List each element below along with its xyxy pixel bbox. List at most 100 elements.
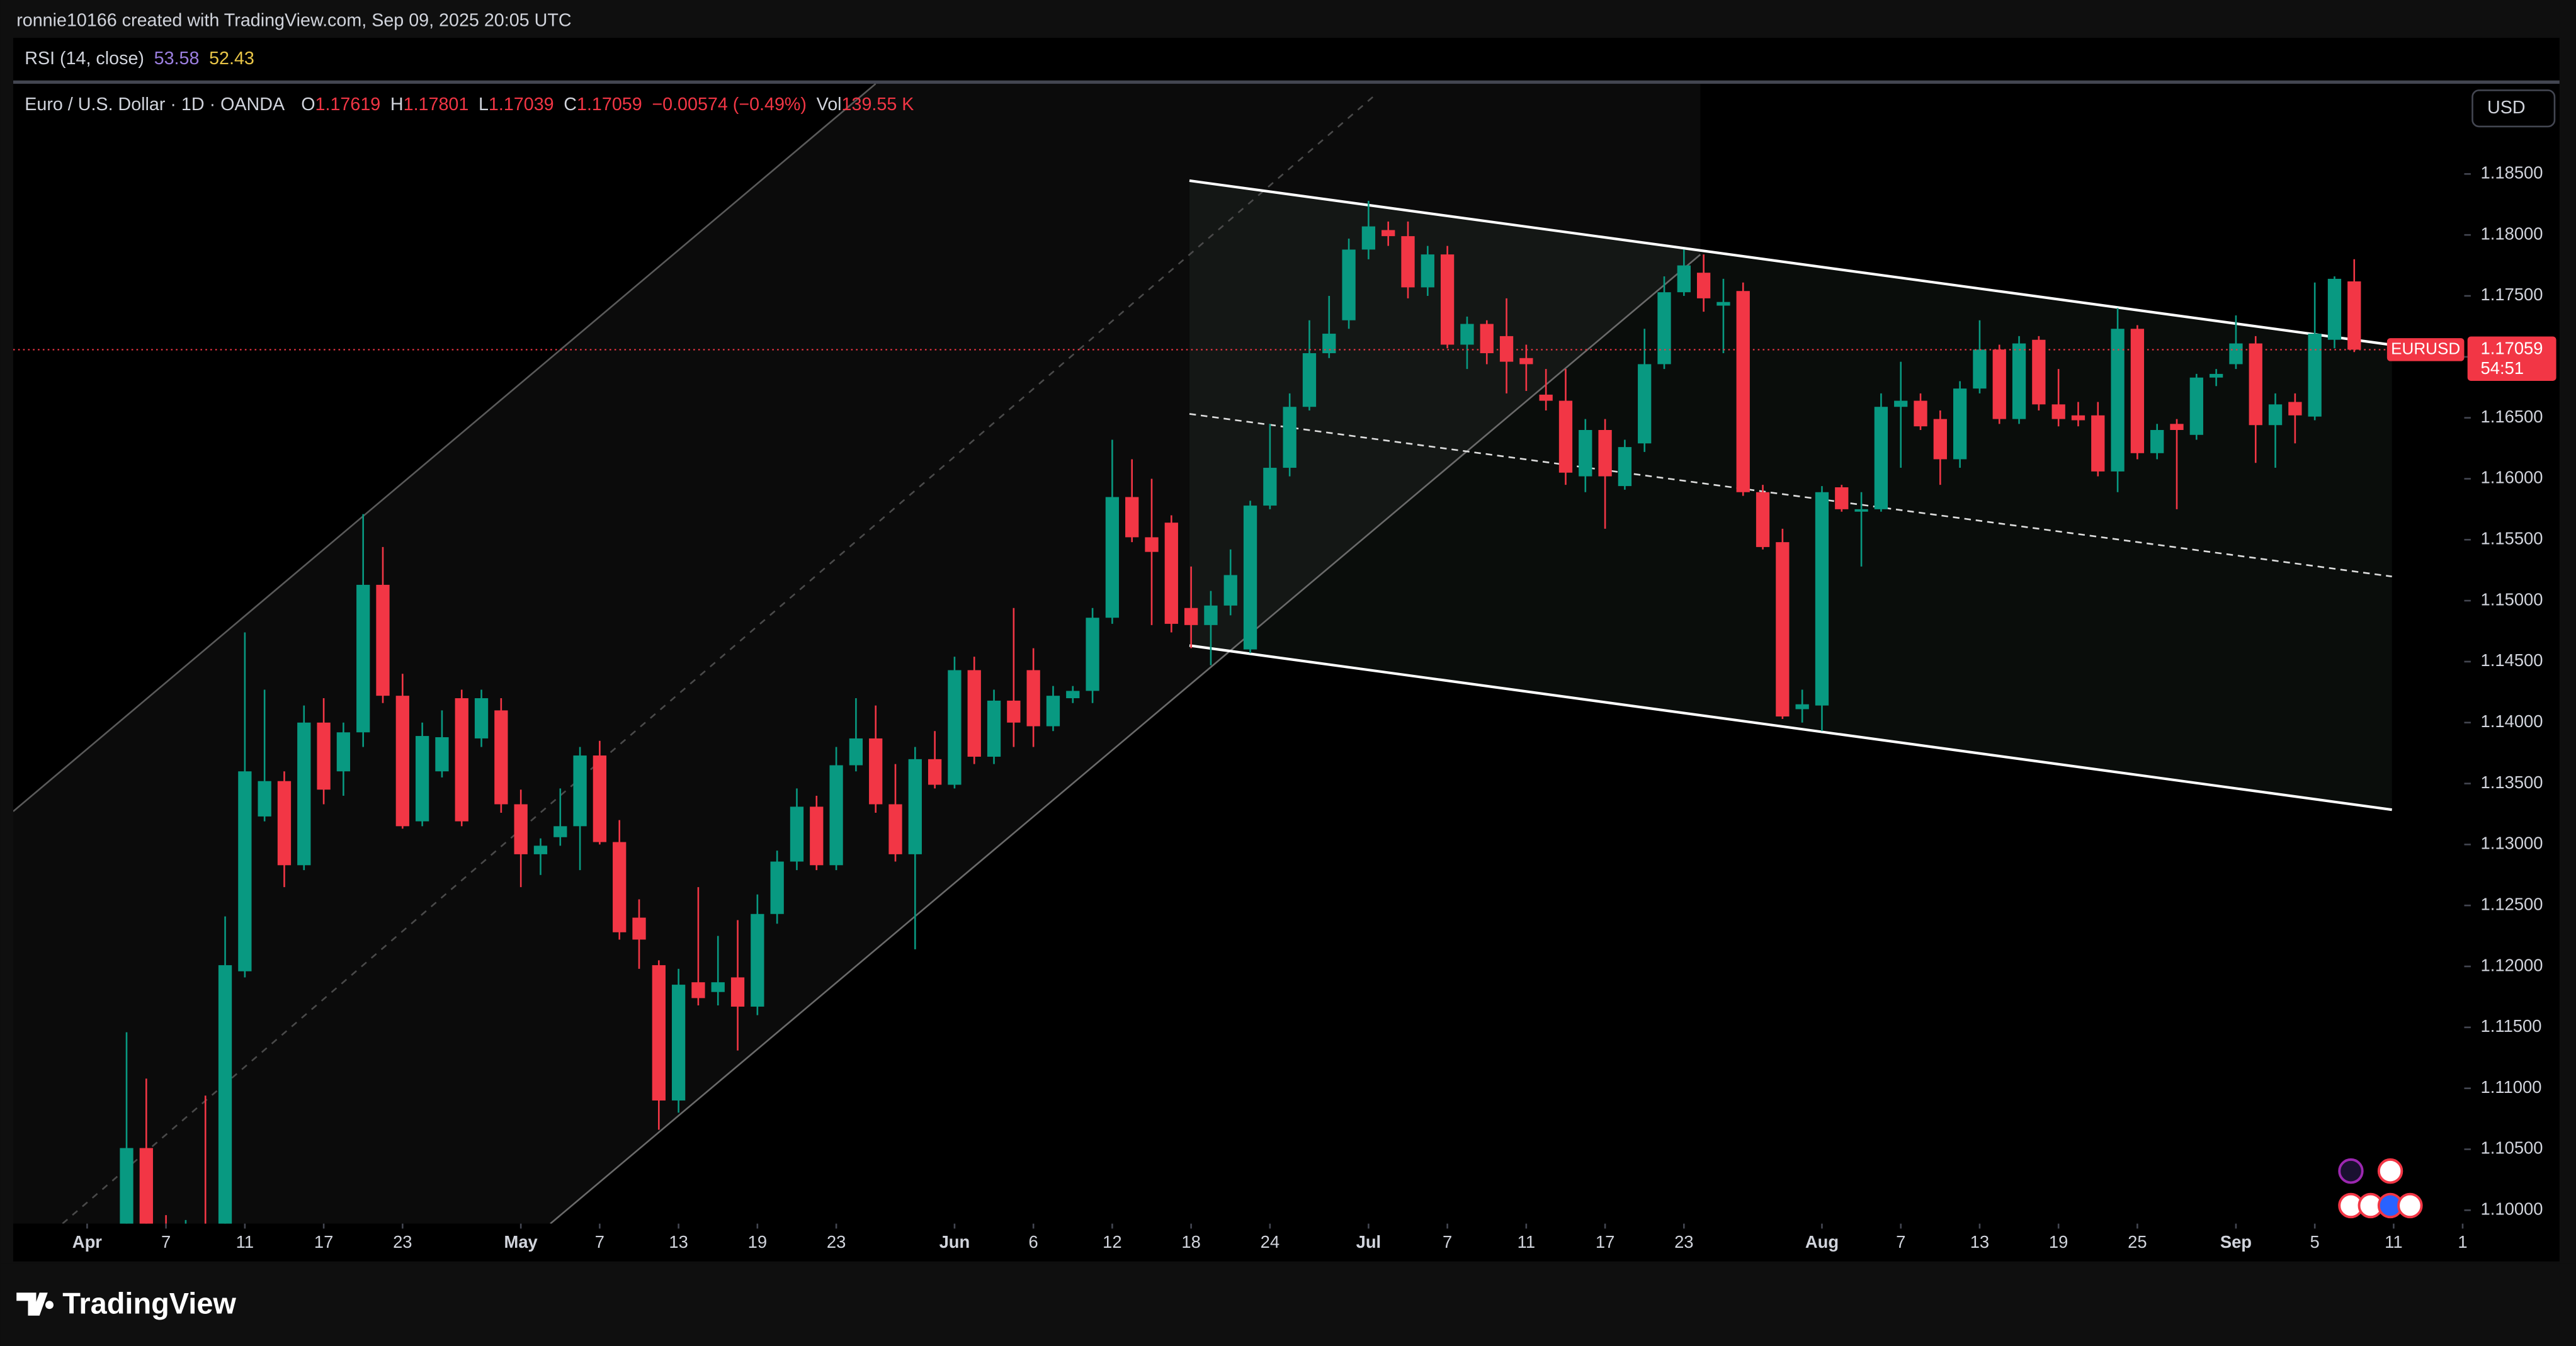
change-value: −0.00574 (−0.49%)	[652, 94, 807, 115]
candle-body	[277, 781, 292, 866]
candle-body	[1401, 236, 1415, 288]
candle-body	[2130, 329, 2145, 453]
candle-body	[1618, 447, 1632, 487]
candle-body	[1026, 670, 1040, 727]
candle-body	[2051, 404, 2065, 419]
high-key: H	[390, 94, 404, 115]
candle-body	[297, 722, 311, 866]
candle-body	[1914, 400, 1927, 427]
candle-body	[415, 736, 429, 822]
y-tick-label: 1.10500	[2481, 1138, 2543, 1158]
candle-body	[2249, 343, 2262, 426]
x-tick-label: 23	[827, 1232, 846, 1252]
candle-body	[1815, 492, 1829, 706]
x-tick-label: 19	[748, 1232, 767, 1252]
candle-body	[888, 804, 902, 854]
x-tick-label: 19	[2049, 1232, 2068, 1252]
candle-body	[1263, 468, 1277, 506]
candle-body	[2032, 339, 2046, 405]
candle-body	[317, 722, 331, 790]
falling-channel-upper	[1189, 179, 2392, 346]
candle-body	[1145, 537, 1159, 552]
close-value: 1.17059	[577, 94, 642, 115]
candle-body	[1736, 291, 1750, 492]
candle-body	[1164, 523, 1178, 624]
event-icon[interactable]	[2377, 1158, 2403, 1184]
x-tick-label: 25	[2128, 1232, 2147, 1252]
x-tick-label: 1	[2458, 1232, 2467, 1252]
candle-body	[1992, 349, 2006, 419]
candle-body	[2229, 343, 2243, 365]
close-key: C	[564, 94, 577, 115]
candle-body	[258, 781, 271, 817]
candle-body	[1460, 324, 1474, 345]
candle-body	[1894, 400, 1908, 407]
candle-body	[336, 732, 351, 772]
x-tick-label: 17	[1596, 1232, 1614, 1252]
y-tick-label: 1.18500	[2481, 163, 2543, 183]
y-tick-label: 1.14500	[2481, 650, 2543, 670]
high-value: 1.17801	[404, 94, 469, 115]
candle-body	[1361, 226, 1376, 250]
candle-body	[632, 917, 646, 940]
symbol-name: Euro / U.S. Dollar · 1D · OANDA	[25, 94, 285, 115]
event-icon[interactable]	[2338, 1158, 2364, 1184]
x-tick-label: 7	[1896, 1232, 1905, 1252]
x-tick-label: Apr	[72, 1232, 102, 1252]
x-tick-label: 6	[1029, 1232, 1038, 1252]
y-tick-label: 1.14000	[2481, 711, 2543, 731]
candle-body	[810, 806, 824, 866]
chart-area	[13, 38, 2560, 1262]
candle-body	[1756, 492, 1770, 547]
candle-body	[120, 1148, 133, 1224]
event-icon[interactable]	[2397, 1192, 2423, 1219]
price-tag-countdown: 54:51	[2481, 358, 2524, 378]
candle-body	[967, 670, 981, 757]
candle-body	[2308, 334, 2322, 417]
rsi-pane-legend: RSI (14, close) 53.58 52.43	[25, 48, 254, 68]
currency-button[interactable]	[2471, 89, 2556, 128]
x-tick-label: 5	[2310, 1232, 2320, 1252]
x-tick-label: 7	[161, 1232, 171, 1252]
currency-label[interactable]: USD	[2487, 98, 2526, 118]
low-key: L	[479, 94, 489, 115]
candle-body	[1539, 394, 1553, 401]
y-tick-label: 1.12000	[2481, 955, 2543, 975]
candle-body	[1696, 273, 1711, 298]
y-tick-label: 1.10000	[2481, 1199, 2543, 1219]
header-text: ronnie10166 created with TradingView.com…	[16, 10, 571, 30]
candle-body	[751, 913, 764, 1007]
price-tag-value: 1.17059	[2481, 339, 2543, 358]
rsi-ma-value: 52.43	[209, 48, 254, 68]
candle-body	[1440, 254, 1455, 345]
x-tick-label: 11	[236, 1232, 254, 1252]
candle-body	[1322, 334, 1336, 354]
candle-body	[1598, 430, 1612, 477]
candle-body	[2111, 329, 2125, 472]
candle-body	[1204, 605, 1218, 625]
candle-body	[2071, 415, 2085, 421]
candle-body	[1105, 497, 1120, 618]
candle-body	[1223, 575, 1237, 606]
candle-body	[238, 771, 252, 971]
candle-body	[1716, 302, 1730, 306]
x-tick-label: 13	[1970, 1232, 1989, 1252]
candles	[120, 200, 2361, 1224]
x-tick-label: 11	[2385, 1232, 2402, 1252]
price-tag	[2467, 336, 2556, 381]
low-value: 1.17039	[489, 94, 554, 115]
candle-body	[455, 698, 468, 822]
candle-body	[573, 755, 587, 827]
x-tick-label: 7	[1443, 1232, 1452, 1252]
symbol-tag	[2386, 338, 2465, 361]
x-tick-label: 23	[1674, 1232, 1693, 1252]
candle-body	[2150, 430, 2164, 453]
x-tick-label: 24	[1261, 1232, 1279, 1252]
candle-body	[533, 845, 548, 854]
candle-body	[1558, 400, 1573, 473]
candle-body	[1342, 249, 1356, 320]
candle-body	[1480, 324, 1494, 354]
y-tick-label: 1.16500	[2481, 407, 2543, 426]
candle-body	[908, 759, 922, 854]
